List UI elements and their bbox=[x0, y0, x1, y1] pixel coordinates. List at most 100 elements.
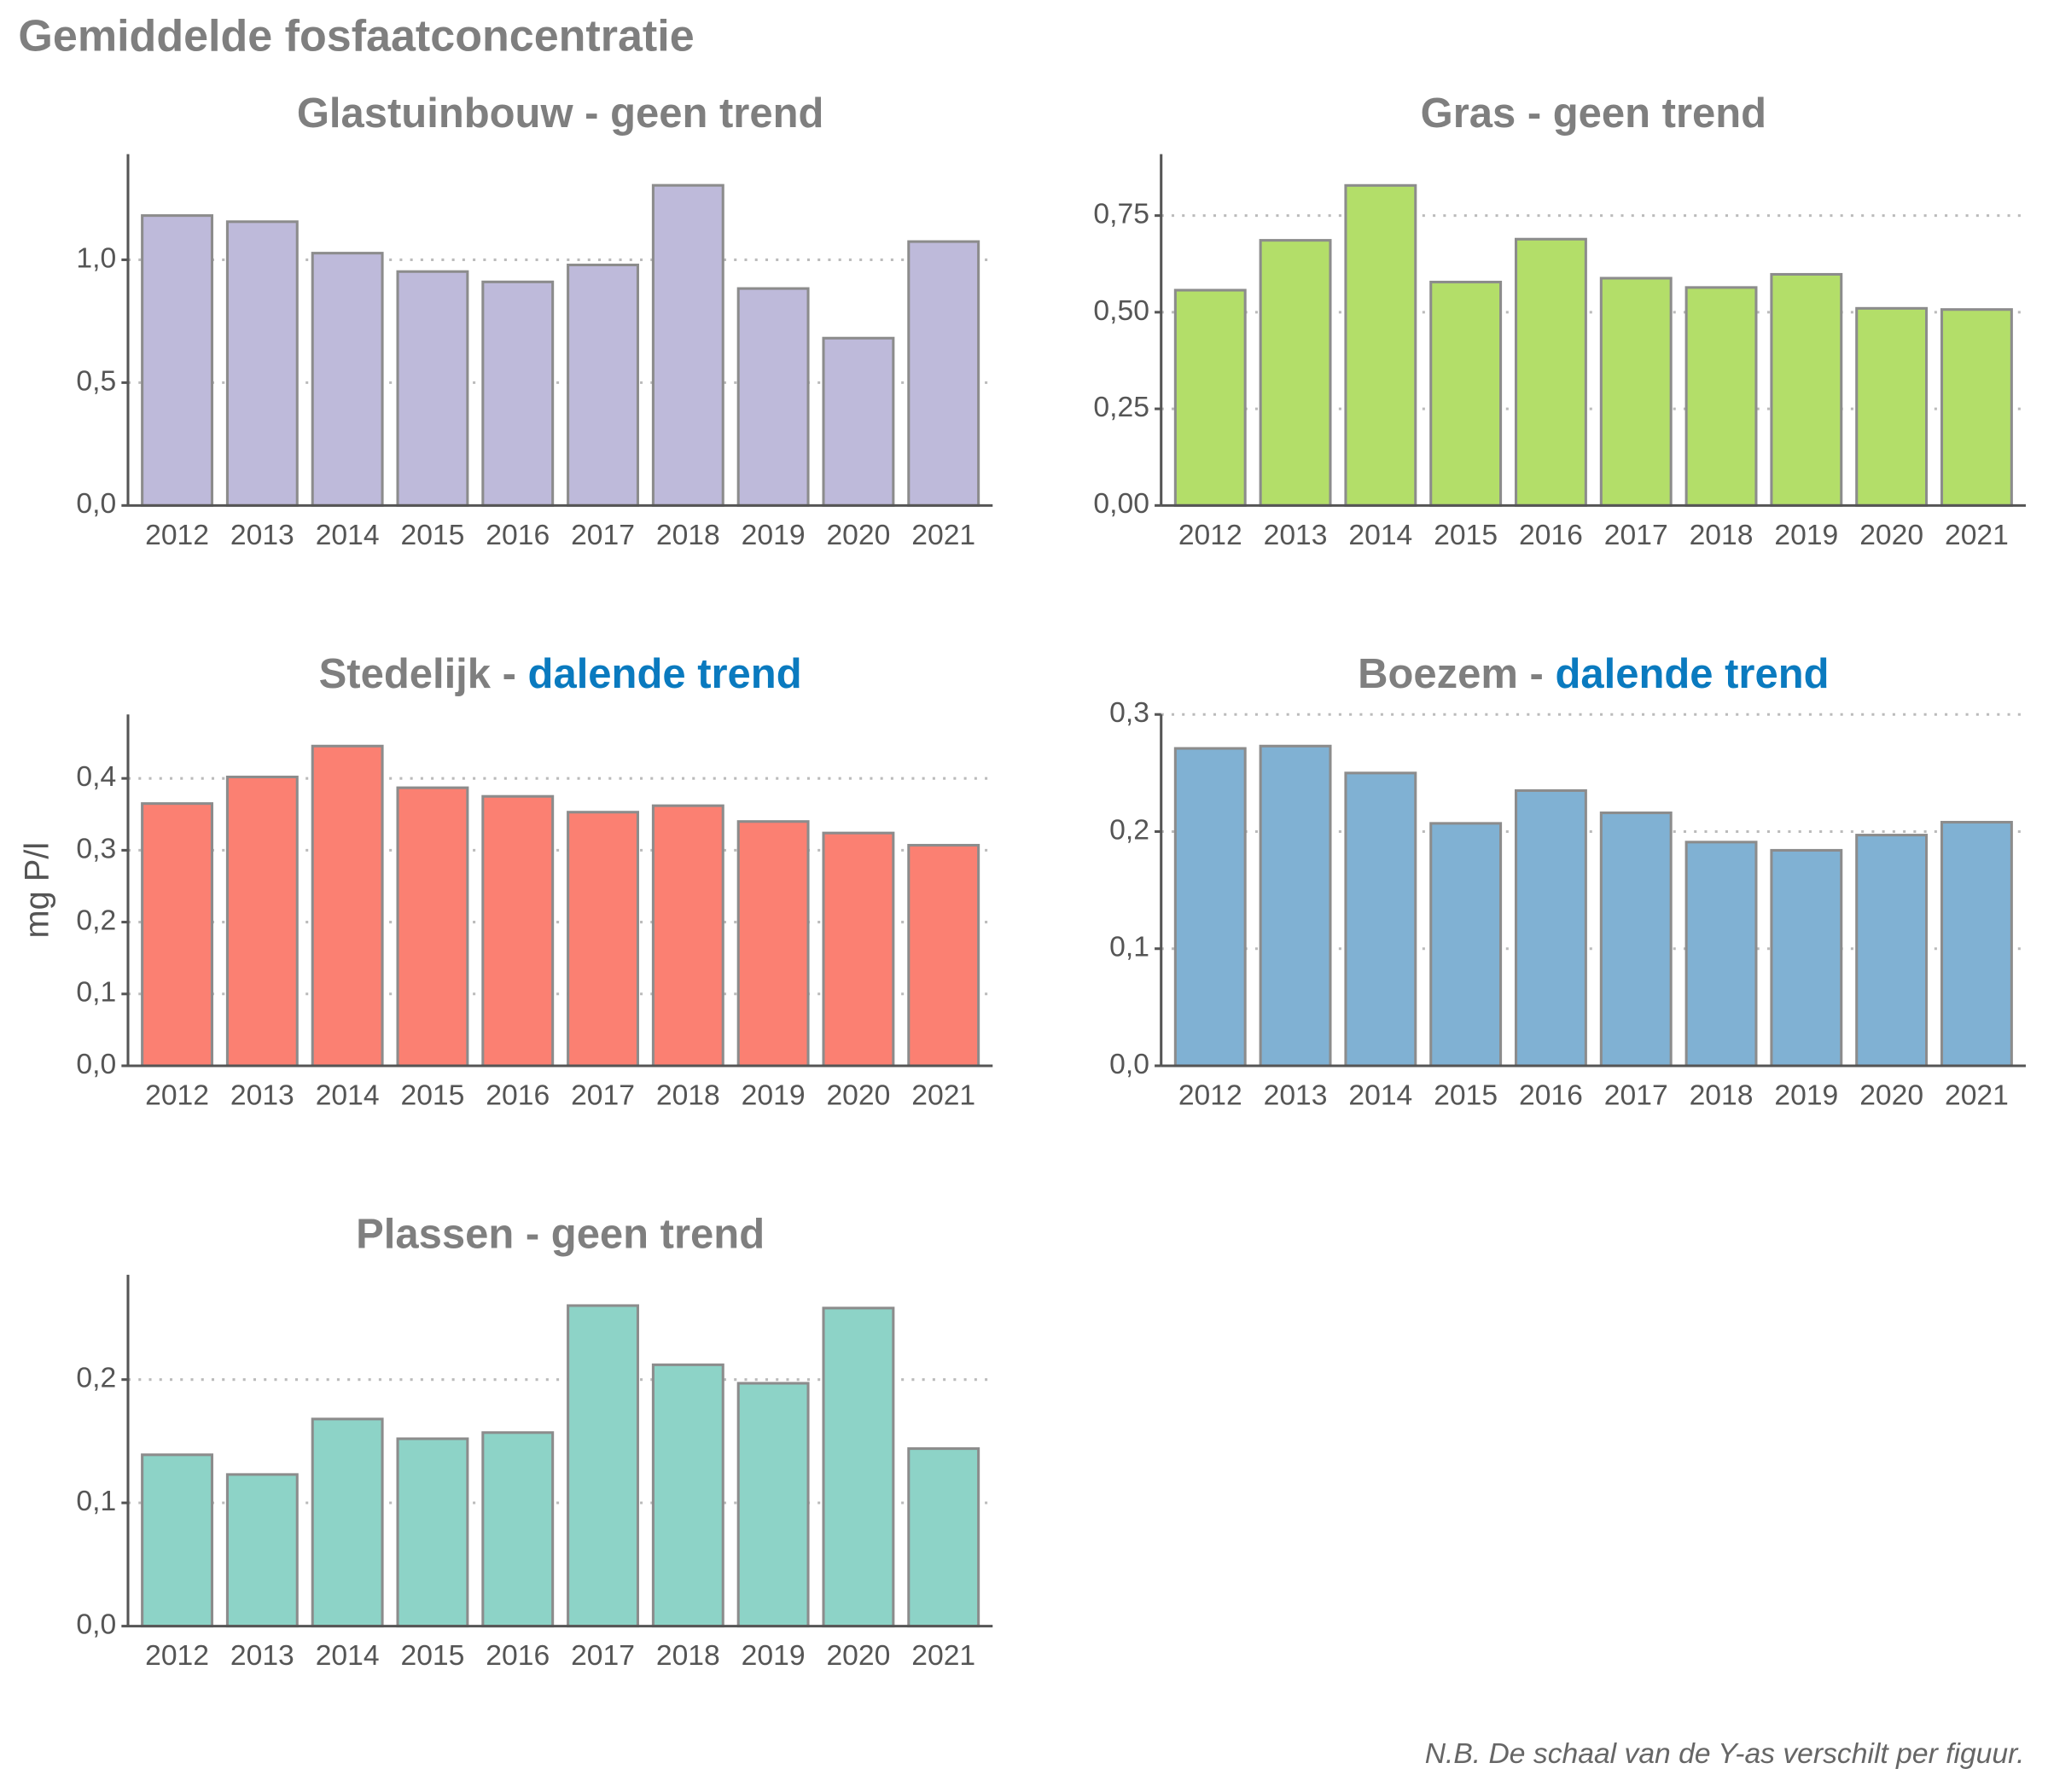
x-tick-label: 2019 bbox=[1774, 520, 1838, 551]
x-tick-label: 2013 bbox=[230, 520, 294, 551]
footnote: N.B. De schaal van de Y-as verschilt per… bbox=[1425, 1738, 2025, 1770]
panel-title: Glastuinbouw - geen trend bbox=[297, 90, 824, 137]
bar bbox=[1259, 744, 1332, 1068]
panel-title: Gras - geen trend bbox=[1421, 90, 1766, 137]
x-tick-label: 2014 bbox=[1348, 520, 1412, 551]
bar bbox=[396, 786, 469, 1068]
x-tick-label: 2012 bbox=[145, 520, 209, 551]
x-tick-label: 2013 bbox=[230, 1640, 294, 1672]
bar bbox=[481, 794, 555, 1068]
bar bbox=[481, 280, 555, 507]
x-tick-label: 2017 bbox=[1604, 520, 1668, 551]
bar bbox=[141, 214, 213, 507]
panel-title-name: Boezem - bbox=[1358, 651, 1544, 697]
y-tick-label: 0,00 bbox=[1093, 488, 1149, 520]
x-tick-label: 2014 bbox=[316, 1640, 380, 1672]
y-tick-label: 0,2 bbox=[76, 905, 116, 936]
bar bbox=[822, 1306, 895, 1628]
bar bbox=[1855, 306, 1929, 507]
y-tick-label: 0,0 bbox=[76, 1049, 116, 1080]
panel-trend: dalende trend bbox=[528, 651, 802, 697]
panel-trend: geen trend bbox=[551, 1211, 765, 1257]
y-tick-label: 0,4 bbox=[76, 761, 116, 793]
panel-trend: dalende trend bbox=[1555, 651, 1829, 697]
panel-title-name: Glastuinbouw - bbox=[297, 90, 599, 137]
bar bbox=[567, 811, 639, 1068]
bar bbox=[225, 1473, 299, 1628]
bar bbox=[1173, 288, 1247, 507]
x-tick-label: 2015 bbox=[401, 1080, 465, 1112]
y-tick-label: 0,5 bbox=[76, 365, 116, 397]
x-tick-label: 2015 bbox=[401, 1640, 465, 1672]
panel-title-name: Stedelijk - bbox=[319, 651, 516, 697]
bar bbox=[1173, 747, 1247, 1068]
bar bbox=[141, 1453, 213, 1628]
bar bbox=[736, 1382, 810, 1628]
x-tick-label: 2016 bbox=[486, 1080, 550, 1112]
bar bbox=[1770, 272, 1843, 507]
x-tick-label: 2015 bbox=[1434, 1080, 1498, 1112]
x-tick-label: 2012 bbox=[145, 1080, 209, 1112]
y-tick-label: 1,0 bbox=[76, 242, 116, 274]
bar bbox=[1599, 276, 1673, 507]
y-tick-label: 0,75 bbox=[1093, 199, 1149, 230]
y-tick-label: 0,0 bbox=[76, 488, 116, 520]
x-tick-label: 2016 bbox=[1519, 520, 1583, 551]
x-tick-label: 2019 bbox=[742, 1080, 806, 1112]
bar bbox=[1940, 820, 2013, 1068]
x-tick-label: 2020 bbox=[1859, 520, 1923, 551]
x-tick-label: 2021 bbox=[911, 520, 975, 551]
panel-title-name: Gras - bbox=[1421, 90, 1542, 137]
bar bbox=[311, 744, 384, 1068]
bar bbox=[907, 1447, 980, 1628]
bar bbox=[1515, 237, 1587, 507]
y-tick-label: 0,0 bbox=[1109, 1049, 1149, 1080]
x-tick-label: 2017 bbox=[571, 520, 635, 551]
x-tick-label: 2017 bbox=[1604, 1080, 1668, 1112]
y-tick-label: 0,3 bbox=[1109, 697, 1149, 729]
bar bbox=[907, 843, 980, 1068]
bar bbox=[311, 252, 384, 507]
bar bbox=[1684, 286, 1758, 507]
x-tick-label: 2020 bbox=[826, 520, 890, 551]
x-tick-label: 2015 bbox=[1434, 520, 1498, 551]
y-tick-label: 0,2 bbox=[76, 1363, 116, 1394]
bar bbox=[1770, 848, 1843, 1068]
y-tick-label: 0,25 bbox=[1093, 392, 1149, 423]
y-tick-label: 0,1 bbox=[76, 977, 116, 1009]
x-tick-label: 2017 bbox=[571, 1640, 635, 1672]
y-tick-label: 0,1 bbox=[1109, 932, 1149, 963]
x-tick-label: 2014 bbox=[316, 1080, 380, 1112]
bar bbox=[1344, 771, 1417, 1068]
x-tick-label: 2018 bbox=[656, 520, 720, 551]
bar bbox=[822, 336, 895, 507]
x-tick-label: 2015 bbox=[401, 520, 465, 551]
bar bbox=[1429, 822, 1503, 1068]
x-tick-label: 2021 bbox=[1945, 1080, 2009, 1112]
bar bbox=[651, 1363, 724, 1628]
bar bbox=[141, 802, 213, 1068]
x-tick-label: 2021 bbox=[911, 1640, 975, 1672]
x-tick-label: 2018 bbox=[1690, 520, 1754, 551]
x-tick-label: 2019 bbox=[742, 1640, 806, 1672]
bar bbox=[1259, 239, 1332, 507]
x-tick-label: 2012 bbox=[1178, 1080, 1242, 1112]
bar bbox=[481, 1431, 555, 1628]
y-tick-label: 0,3 bbox=[76, 833, 116, 864]
x-tick-label: 2019 bbox=[1774, 1080, 1838, 1112]
x-tick-label: 2020 bbox=[1859, 1080, 1923, 1112]
y-tick-label: 0,0 bbox=[76, 1609, 116, 1641]
x-tick-label: 2012 bbox=[1178, 520, 1242, 551]
x-tick-label: 2017 bbox=[571, 1080, 635, 1112]
bar bbox=[396, 270, 469, 507]
x-tick-label: 2019 bbox=[742, 520, 806, 551]
bar bbox=[736, 287, 810, 507]
y-tick-label: 0,2 bbox=[1109, 814, 1149, 846]
x-tick-label: 2016 bbox=[1519, 1080, 1583, 1112]
x-tick-label: 2014 bbox=[1348, 1080, 1412, 1112]
bar bbox=[651, 804, 724, 1068]
panel-trend: geen trend bbox=[1553, 90, 1766, 137]
bar bbox=[651, 183, 724, 507]
bar bbox=[1599, 812, 1673, 1068]
